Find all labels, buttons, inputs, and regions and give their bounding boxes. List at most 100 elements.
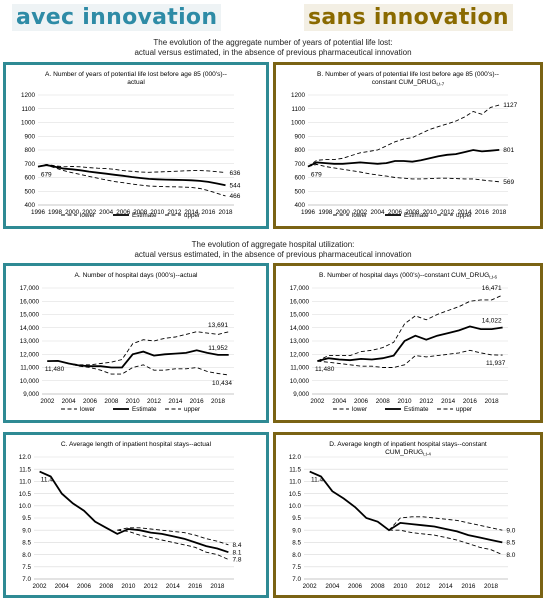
x-tick-label: 2010 (393, 583, 408, 590)
data-label: 11.4 (311, 477, 324, 484)
x-tick-label: 2002 (33, 583, 48, 590)
y-tick-label: 11.5 (289, 466, 301, 473)
panel-chart-d: D. Average length of inpatient hospital … (273, 432, 543, 598)
y-tick-label: 1200 (291, 92, 306, 99)
legend-label-estimate: Estimate (404, 406, 429, 413)
panel-chart-c: C. Average length of inpatient hospital … (3, 432, 269, 598)
series-line-estimate (317, 325, 503, 362)
section-title-line2: actual versus estimated, in the absence … (134, 48, 412, 57)
legend-label-upper: upper (184, 212, 200, 219)
legend-label-lower: lower (80, 212, 95, 219)
section-title-line1: The evolution of aggregate hospital util… (191, 240, 355, 249)
x-tick-label: 2008 (104, 398, 119, 405)
y-tick-label: 11,000 (290, 365, 309, 372)
x-tick-label: 2004 (332, 398, 347, 405)
data-label: 11,937 (486, 360, 506, 367)
y-tick-label: 9.0 (22, 527, 31, 534)
x-tick-label: 1996 (301, 209, 316, 216)
x-tick-label: 2012 (144, 583, 159, 590)
legend-label-upper: upper (184, 406, 200, 413)
x-tick-label: 2018 (210, 583, 225, 590)
x-tick-label: 2006 (77, 583, 92, 590)
y-tick-label: 500 (294, 188, 305, 195)
x-tick-label: 2008 (133, 209, 148, 216)
y-tick-label: 9,000 (293, 391, 309, 398)
data-label: 8.4 (232, 542, 241, 549)
x-tick-label: 2006 (388, 209, 403, 216)
data-label: 11,480 (45, 366, 65, 373)
y-tick-label: 700 (24, 161, 35, 168)
y-tick-label: 900 (24, 133, 35, 140)
chart-title: B. Number of years of potential life los… (317, 71, 499, 78)
y-tick-label: 8.5 (292, 540, 301, 547)
series-line-estimate (307, 149, 500, 168)
data-label: 8.5 (506, 540, 515, 547)
x-tick-label: 2016 (461, 583, 476, 590)
y-tick-label: 10,000 (20, 378, 40, 385)
y-tick-label: 1100 (291, 106, 305, 113)
y-tick-label: 11.0 (289, 479, 301, 486)
x-tick-label: 2002 (40, 398, 55, 405)
chart-subtitle-subscript: t,t-7 (437, 82, 445, 87)
y-tick-label: 11,000 (20, 365, 39, 372)
y-tick-label: 8.0 (292, 552, 301, 559)
x-tick-label: 2014 (184, 209, 199, 216)
y-tick-label: 9.0 (292, 527, 301, 534)
data-label: 9.0 (506, 527, 515, 534)
x-tick-label: 2014 (439, 583, 454, 590)
y-tick-label: 15,000 (290, 312, 310, 319)
x-tick-label: 2010 (150, 209, 165, 216)
y-tick-label: 800 (294, 147, 305, 154)
series-line-upper (37, 163, 226, 174)
data-label: 1127 (503, 102, 517, 109)
y-tick-label: 700 (294, 161, 305, 168)
chart-subtitle-subscript: t,t-4 (423, 452, 431, 457)
section-title-hospital: The evolution of aggregate hospital util… (0, 240, 546, 260)
y-tick-label: 7.0 (22, 576, 31, 583)
y-tick-label: 9.5 (22, 515, 31, 522)
x-tick-label: 2006 (354, 398, 369, 405)
y-tick-label: 7.5 (22, 564, 31, 571)
chart-title: A. Number of years of potential life los… (45, 71, 227, 78)
x-tick-label: 2004 (62, 398, 77, 405)
x-tick-label: 2014 (441, 398, 456, 405)
y-tick-label: 17,000 (290, 285, 310, 292)
y-tick-label: 600 (24, 175, 35, 182)
panel-chart-a1: A. Number of years of potential life los… (3, 62, 269, 229)
series-line-estimate (47, 349, 229, 369)
panel-chart-b1: B. Number of years of potential life los… (273, 62, 543, 229)
y-tick-label: 800 (24, 147, 35, 154)
x-tick-label: 2002 (303, 583, 318, 590)
y-tick-label: 900 (294, 133, 305, 140)
panel-chart-b2: B. Number of hospital days (000's)--cons… (273, 263, 543, 423)
x-tick-label: 2018 (218, 209, 233, 216)
x-tick-label: 2008 (99, 583, 114, 590)
chart-title: D. Average length of inpatient hospital … (329, 441, 487, 448)
data-label: 16,471 (482, 285, 502, 292)
x-tick-label: 2018 (484, 583, 499, 590)
y-tick-label: 12,000 (290, 351, 310, 358)
legend-label-upper: upper (456, 212, 472, 219)
x-tick-label: 1998 (48, 209, 63, 216)
x-tick-label: 2016 (201, 209, 216, 216)
y-tick-label: 1200 (21, 92, 36, 99)
y-tick-label: 15,000 (20, 312, 40, 319)
data-label: 679 (311, 172, 322, 179)
panel-chart-a2: A. Number of hospital days (000's)--actu… (3, 263, 269, 423)
data-label: 13,691 (208, 322, 228, 329)
x-tick-label: 2010 (398, 398, 413, 405)
chart-c: C. Average length of inpatient hospital … (19, 441, 242, 590)
x-tick-label: 2002 (82, 209, 97, 216)
series-line-upper (47, 331, 229, 366)
series-line-lower (47, 360, 229, 376)
chart-d: D. Average length of inpatient hospital … (289, 441, 516, 590)
x-tick-label: 2016 (463, 398, 478, 405)
series-line-lower (317, 349, 503, 368)
y-tick-label: 10,000 (290, 378, 310, 385)
y-tick-label: 500 (24, 188, 35, 195)
data-label: 544 (229, 182, 240, 189)
chart-a1: A. Number of years of potential life los… (21, 71, 241, 219)
x-tick-label: 2018 (211, 398, 226, 405)
y-tick-label: 17,000 (20, 285, 40, 292)
legend-label-lower: lower (352, 212, 367, 219)
